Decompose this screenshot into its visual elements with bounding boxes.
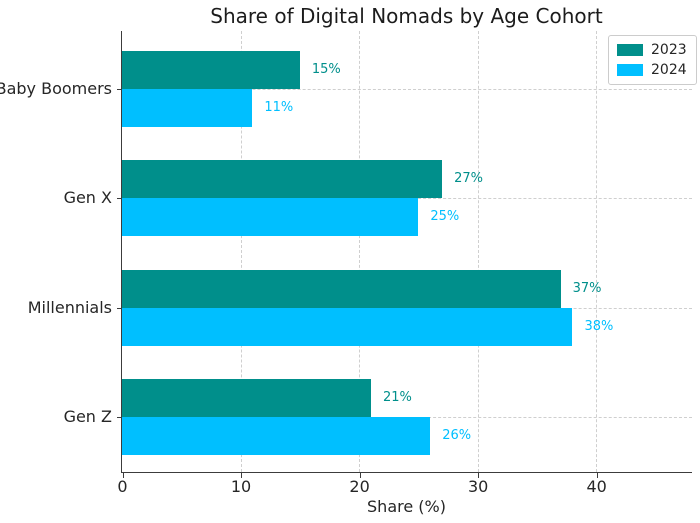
y-tick-gen-z [117,417,122,419]
legend: 2023 2024 [608,35,697,85]
bar-2023-millennials [122,269,561,308]
y-tick-millennials [117,307,122,309]
bar-2024-baby-boomers [122,89,253,127]
legend-swatch-2023 [617,44,643,56]
bar-value-2024-millennials: 38% [584,318,614,334]
bar-2024-gen-z [122,417,431,456]
x-tick-label-40: 40 [586,477,607,496]
x-tick-label-30: 30 [467,477,489,496]
y-tick-gen-x [117,198,122,200]
x-axis-label: Share (%) [367,497,446,516]
bar-value-2024-gen-x: 25% [430,209,460,225]
bar-2023-gen-x [122,160,443,199]
bar-value-2023-gen-z: 21% [382,390,412,406]
x-tick-label-20: 20 [349,477,370,496]
x-tick-30 [478,472,480,478]
legend-swatch-2024 [617,64,643,76]
bar-value-2023-baby-boomers: 15% [311,62,341,77]
x-tick-20 [359,472,361,478]
legend-item-2023: 2023 [617,42,687,58]
x-tick-label-0: 0 [117,477,128,496]
bar-value-2024-gen-z: 26% [442,428,472,444]
chart-title: Share of Digital Nomads by Age Cohort [210,4,603,28]
x-tick-label-10: 10 [230,477,252,496]
bar-value-2024-baby-boomers: 11% [264,100,294,115]
bar-2023-gen-z [122,379,371,418]
bar-value-2023-gen-x: 27% [454,171,483,187]
bar-value-2023-millennials: 37% [572,280,602,296]
gridline-y-baby-boomers [122,89,692,90]
gridline-x-20 [359,31,361,472]
gridline-x-30 [477,31,479,472]
x-tick-40 [596,472,598,478]
bar-2024-gen-x [122,198,419,237]
x-tick-10 [241,472,243,478]
category-label-millennials: Millennials [27,297,112,317]
legend-label-2023: 2023 [651,42,687,58]
legend-item-2024: 2024 [617,62,687,78]
gridline-x-40 [596,31,598,472]
legend-label-2024: 2024 [651,62,687,78]
category-label-gen-x: Gen X [63,188,112,208]
category-label-baby-boomers: Baby Boomers [0,79,112,98]
bar-2023-baby-boomers [122,51,300,89]
plot-area: 15% 11% 27% 25% 37% 38% 21% 26% [121,31,692,473]
y-tick-baby-boomers [117,89,122,90]
bar-2024-millennials [122,307,573,346]
category-label-gen-z: Gen Z [63,407,112,427]
gridline-x-10 [240,31,242,472]
x-tick-0 [122,472,124,478]
